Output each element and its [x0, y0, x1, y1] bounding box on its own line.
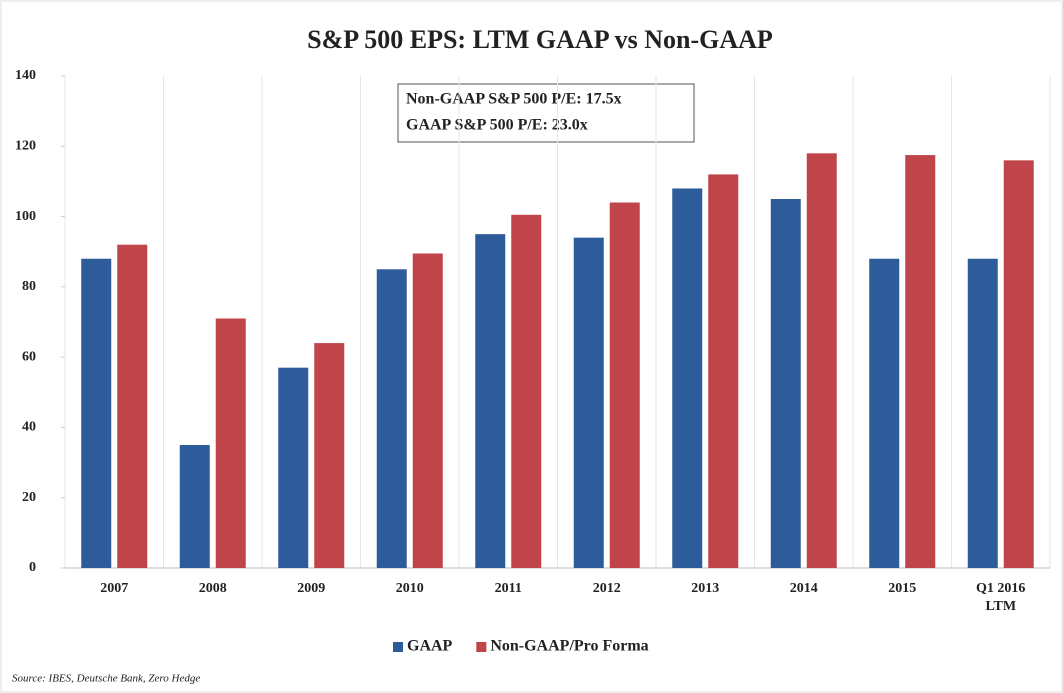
bar: [278, 367, 309, 568]
source: Source: IBES, Deutsche Bank, Zero Hedge: [12, 673, 200, 685]
bar: [314, 343, 345, 568]
x-tick-label: 2011: [494, 581, 522, 596]
y-tick-label: 120: [15, 139, 36, 154]
y-tick-label: 140: [15, 68, 36, 83]
bar: [81, 258, 112, 568]
bar: [215, 318, 246, 568]
legend-label: Non-GAAP/Pro Forma: [490, 638, 648, 655]
bar: [412, 253, 443, 568]
bar: [376, 269, 407, 568]
x-tick-label: 2010: [395, 581, 424, 596]
bar: [672, 188, 703, 568]
x-tick-label: 2008: [198, 581, 227, 596]
y-tick-label: 80: [22, 279, 36, 294]
bar: [806, 153, 837, 569]
y-tick-label: 20: [22, 490, 36, 505]
y-tick-label: 100: [15, 209, 36, 224]
y-tick-label: 40: [22, 420, 36, 435]
legend-label: GAAP: [407, 638, 453, 655]
x-tick-label: 2014: [789, 581, 818, 596]
legend-swatch: [393, 642, 403, 652]
x-tick-label: 2015: [888, 581, 917, 596]
bar: [609, 202, 640, 568]
y-tick-label: 0: [29, 560, 36, 575]
x-tick-label: 2012: [592, 581, 621, 596]
chart-title: S&P 500 EPS: LTM GAAP vs Non-GAAP: [307, 25, 773, 54]
bar: [1003, 160, 1034, 569]
x-tick-label: 2007: [100, 581, 129, 596]
annotation: Non-GAAP S&P 500 P/E: 17.5x: [406, 91, 622, 108]
x-tick-label: Q1 2016 LTM: [976, 581, 1026, 614]
bar: [573, 237, 604, 568]
bar: [708, 174, 739, 568]
x-tick-label: 2009: [297, 581, 326, 596]
bar: [905, 155, 936, 569]
annotation: GAAP S&P 500 P/E: 23.0x: [406, 117, 588, 134]
bar: [117, 244, 148, 568]
bar: [511, 214, 542, 569]
bar: [475, 234, 506, 568]
bar: [770, 199, 801, 568]
x-tick-label: 2013: [691, 581, 720, 596]
annotation-box: [397, 83, 695, 143]
bar: [967, 258, 998, 568]
bar: [179, 445, 210, 568]
bar: [869, 258, 900, 568]
legend-swatch: [476, 642, 487, 652]
y-tick-label: 60: [22, 349, 36, 364]
